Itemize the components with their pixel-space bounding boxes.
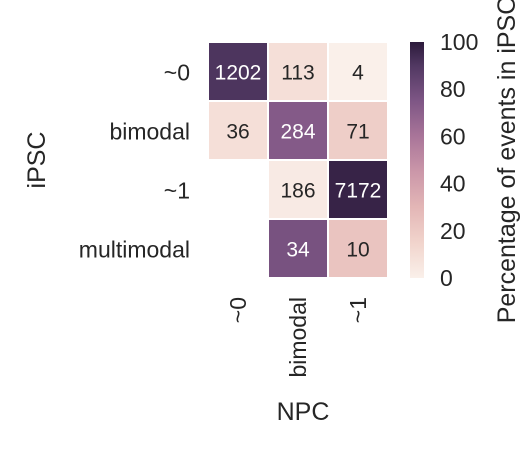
cell-value-label: 4 (352, 62, 364, 85)
heatmap-cells: 1202 113 4 36 284 71 186 7172 34 10 (207, 41, 389, 279)
colorbar-tick-label: 40 (440, 171, 466, 197)
row-tick-label: ~0 (164, 60, 190, 86)
x-axis-label: NPC (277, 398, 330, 426)
column-tick-labels: ~0 bimodal ~1 (225, 297, 371, 378)
cell-value-label: 113 (281, 62, 314, 85)
cell-value-label: 36 (226, 121, 249, 144)
row-tick-labels: ~0 bimodal ~1 multimodal (79, 60, 190, 263)
heatmap-cell (327, 218, 389, 279)
y-axis-label: iPSC (23, 132, 51, 189)
row-tick-label: ~1 (164, 178, 190, 204)
heatmap-cell (327, 100, 389, 161)
colorbar-tick-label: 60 (440, 123, 466, 149)
colorbar-tick-label: 100 (440, 29, 478, 55)
heatmap-cell (207, 41, 269, 102)
colorbar-tick-label: 20 (440, 218, 466, 244)
column-tick-label: ~0 (225, 297, 251, 323)
column-tick-label: ~1 (345, 297, 371, 323)
row-tick-label: bimodal (109, 119, 190, 145)
cell-value-label: 10 (346, 239, 369, 262)
heatmap-cell (267, 218, 329, 279)
colorbar-tick-label: 0 (440, 265, 453, 291)
cell-value-label: 34 (286, 239, 310, 262)
heatmap-cell (327, 159, 389, 220)
cell-value-label: 7172 (335, 180, 382, 203)
cell-value-label: 284 (280, 121, 315, 144)
colorbar-label: Percentage of events in iPSC (493, 0, 521, 323)
cell-value-label: 186 (280, 180, 315, 203)
colorbar-ticks: 0 20 40 60 80 100 (440, 29, 478, 291)
colorbar-tick-label: 80 (440, 76, 466, 102)
cell-value-label: 71 (346, 121, 369, 144)
column-tick-label: bimodal (285, 297, 311, 378)
colorbar (410, 42, 424, 278)
cell-value-label: 1202 (215, 62, 262, 85)
row-tick-label: multimodal (79, 237, 190, 263)
